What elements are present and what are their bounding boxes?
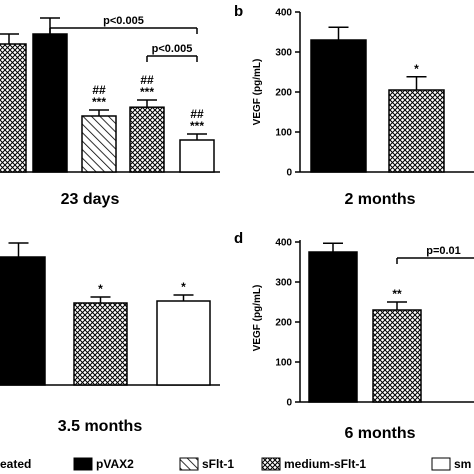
bar-small-sFlt-1 bbox=[179, 139, 215, 173]
bar-sFlt-1 bbox=[372, 309, 422, 403]
panel-d-ylabel: VEGF (pg/mL) bbox=[252, 285, 263, 352]
legend-label-small-sflt1: sm bbox=[454, 457, 471, 471]
panel-b-ylabel: VEGF (pg/mL) bbox=[252, 59, 263, 126]
significance-label: ** bbox=[392, 287, 402, 301]
panel-d-letter: d bbox=[234, 230, 243, 247]
panel-d-bars: ** p=0.01 bbox=[308, 242, 474, 403]
panel-d-title: 6 months bbox=[344, 425, 415, 442]
bar-sFlt-1 bbox=[388, 89, 445, 173]
significance-label: *** bbox=[190, 119, 204, 133]
panel-b: b VEGF (pg/mL) 0 100 200 300 400 * 2 months bbox=[234, 3, 474, 208]
significance-label: * bbox=[414, 62, 419, 76]
bracket-label: p<0.005 bbox=[152, 43, 193, 55]
significance-label: ## bbox=[190, 107, 204, 121]
y-tick-label: 300 bbox=[275, 48, 292, 59]
significance-label: ## bbox=[140, 73, 154, 87]
legend-swatch-small-sflt1 bbox=[431, 457, 451, 471]
legend-label-untreated: eated bbox=[0, 457, 31, 471]
panel-a-title: 23 days bbox=[61, 191, 120, 208]
y-tick-label: 100 bbox=[275, 128, 292, 139]
bar-small-sFlt-1 bbox=[156, 300, 211, 386]
panel-b-letter: b bbox=[234, 3, 243, 20]
bracket-label: p<0.005 bbox=[103, 15, 144, 27]
bar-medium-sFlt-1 bbox=[129, 106, 165, 173]
bar-untreated bbox=[0, 43, 27, 173]
legend: eated pVAX2 sFlt-1 medium-sFlt-1 sm bbox=[0, 457, 471, 471]
panel-b-yticks: 0 100 200 300 400 bbox=[275, 8, 300, 179]
legend-swatch-sflt1 bbox=[179, 457, 199, 471]
y-tick-label: 100 bbox=[275, 358, 292, 369]
panel-b-bars: * bbox=[310, 26, 445, 173]
y-tick-label: 0 bbox=[286, 168, 292, 179]
y-tick-label: 200 bbox=[275, 88, 292, 99]
significance-label: *** bbox=[92, 95, 106, 109]
bar-pVAX2 bbox=[308, 251, 358, 403]
bar-pVAX2 bbox=[0, 256, 46, 386]
significance-label: ## bbox=[92, 83, 106, 97]
significance-label: * bbox=[98, 282, 103, 296]
significance-label: * bbox=[181, 280, 186, 294]
bar-sFlt-1 bbox=[73, 302, 128, 386]
panel-c-bars: * * bbox=[0, 242, 211, 386]
legend-label-sflt1: sFlt-1 bbox=[202, 457, 234, 471]
y-tick-label: 300 bbox=[275, 278, 292, 289]
legend-label-medium-sflt1: medium-sFlt-1 bbox=[284, 457, 366, 471]
y-tick-label: 200 bbox=[275, 318, 292, 329]
significance-label: *** bbox=[140, 85, 154, 99]
legend-swatch-pvax2 bbox=[73, 457, 93, 471]
panel-d: d VEGF (pg/mL) 0 100 200 300 400 ** p=0.01 6 … bbox=[234, 230, 474, 442]
y-tick-label: 0 bbox=[286, 398, 292, 409]
y-tick-label: 400 bbox=[275, 238, 292, 249]
panel-d-yticks: 0 100 200 300 400 bbox=[275, 238, 300, 409]
y-tick-label: 400 bbox=[275, 8, 292, 19]
bar-pVAX2 bbox=[310, 39, 367, 173]
bar-sFlt-1 bbox=[81, 115, 117, 173]
bracket-label: p=0.01 bbox=[426, 245, 461, 257]
legend-swatch-medium-sflt1 bbox=[261, 457, 281, 471]
panel-b-title: 2 months bbox=[344, 191, 415, 208]
panel-c-title: 3.5 months bbox=[58, 418, 143, 435]
bar-pVAX2 bbox=[32, 33, 68, 173]
panel-c: * * 3.5 months bbox=[0, 242, 220, 435]
legend-label-pvax2: pVAX2 bbox=[96, 457, 134, 471]
